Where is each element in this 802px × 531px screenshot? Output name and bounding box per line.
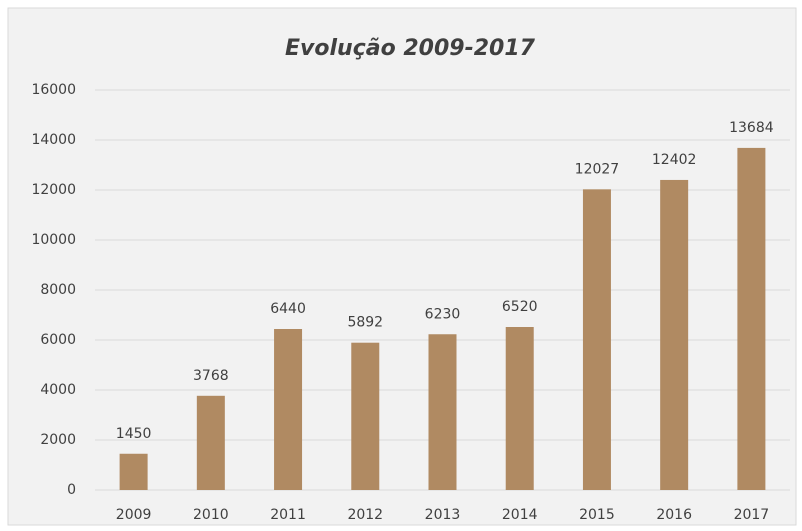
y-tick-label: 16000 xyxy=(31,82,76,98)
y-tick-label: 10000 xyxy=(31,232,76,248)
data-label: 6230 xyxy=(425,306,461,322)
chart-title: Evolução 2009-2017 xyxy=(285,36,536,61)
x-tick-label: 2014 xyxy=(502,507,538,523)
data-label: 1450 xyxy=(116,426,152,442)
data-label: 3768 xyxy=(193,368,229,384)
y-tick-label: 2000 xyxy=(40,432,76,448)
x-tick-label: 2013 xyxy=(425,507,461,523)
data-label: 12402 xyxy=(652,152,697,168)
bar xyxy=(428,334,457,490)
x-tick-label: 2017 xyxy=(734,507,770,523)
y-tick-label: 14000 xyxy=(31,132,76,148)
x-tick-label: 2010 xyxy=(193,507,229,523)
y-tick-label: 4000 xyxy=(40,382,76,398)
data-label: 6520 xyxy=(502,299,538,315)
y-tick-label: 0 xyxy=(67,482,76,498)
bar xyxy=(351,342,380,490)
data-label: 13684 xyxy=(729,120,774,136)
bar xyxy=(505,327,534,490)
y-tick-label: 6000 xyxy=(40,332,76,348)
bar xyxy=(196,395,225,490)
bar xyxy=(660,179,689,490)
bar xyxy=(582,189,611,490)
x-tick-label: 2016 xyxy=(656,507,692,523)
x-tick-label: 2015 xyxy=(579,507,615,523)
x-tick-label: 2009 xyxy=(116,507,152,523)
data-label: 6440 xyxy=(270,301,306,317)
y-tick-label: 12000 xyxy=(31,182,76,198)
bar xyxy=(737,147,766,490)
y-tick-label: 8000 xyxy=(40,282,76,298)
data-label: 12027 xyxy=(575,161,620,177)
x-tick-label: 2011 xyxy=(270,507,306,523)
x-tick-label: 2012 xyxy=(347,507,383,523)
bar xyxy=(274,329,303,490)
data-label: 5892 xyxy=(347,315,383,331)
bar xyxy=(119,453,148,490)
